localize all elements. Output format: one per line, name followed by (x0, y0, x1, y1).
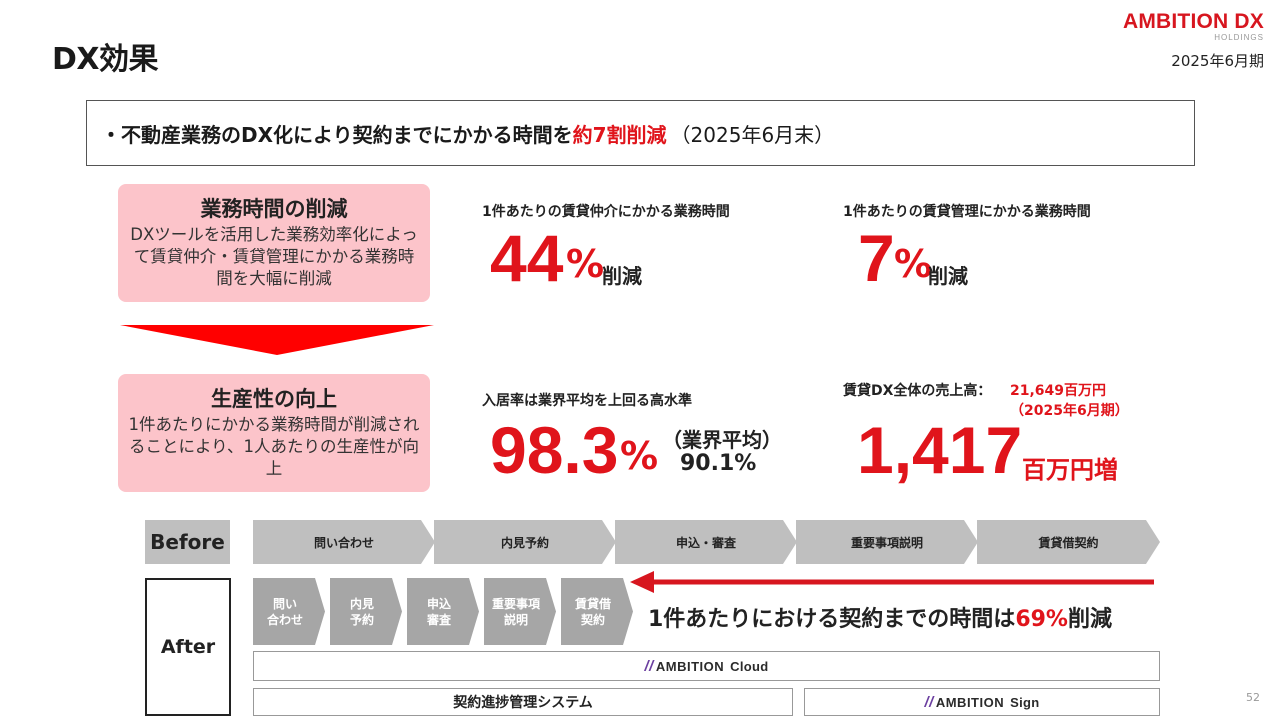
metric-brokerage-unit: % (566, 242, 605, 286)
metric-brokerage-suffix: 削減 (602, 264, 642, 288)
benefit-text: 1件あたりにかかる業務時間が削減されることにより、1人あたりの生産性が向上 (128, 415, 420, 478)
metric-management-suffix: 削減 (928, 264, 968, 288)
ambition-mark-icon: // (924, 693, 934, 711)
ambition-cloud-logo: // AMBITION Cloud (644, 657, 769, 675)
logo-sub-text: HOLDINGS (1214, 33, 1264, 42)
after-step-inquiry: 問い 合わせ (253, 578, 325, 645)
after-result-text: 1件あたりにおける契約までの時間は69%削減 (648, 607, 1112, 632)
benefit-title: 業務時間の削減 (200, 197, 348, 221)
metric-sales-value: 1,417 (857, 413, 1023, 487)
after-step-contract: 賃貸借 契約 (561, 578, 633, 645)
page-title: DX効果 (52, 42, 159, 77)
benefit-box-productivity: 生産性の向上 1件あたりにかかる業務時間が削減されることにより、1人あたりの生産… (118, 374, 430, 492)
left-arrow-icon (630, 571, 1154, 593)
metric-management-unit: % (894, 242, 933, 286)
page-number: 52 (1246, 691, 1260, 704)
logo-main-text: AMBITION DX (1122, 10, 1264, 33)
summary-box: ・不動産業務のDX化により契約までにかかる時間を 約7割削減 （2025年6月末） (86, 100, 1195, 166)
ambition-sign-bar: // AMBITION Sign (804, 688, 1160, 716)
fiscal-period: 2025年6月期 (1171, 52, 1264, 70)
after-step-viewing: 内見 予約 (330, 578, 402, 645)
before-tag: Before (145, 520, 230, 564)
down-arrow-icon (120, 325, 434, 355)
ambition-mark-icon: // (644, 657, 654, 675)
benefit-text: DXツールを活用した業務効率化によって賃貸仲介・賃貸管理にかかる業務時間を大幅に… (130, 225, 418, 288)
metric-management-value: 7 (858, 221, 895, 295)
industry-average-value: 90.1% (680, 451, 757, 476)
after-tag: After (145, 578, 231, 716)
metric-occupancy-value: 98.3 (490, 413, 619, 487)
before-step-explanation: 重要事項説明 (796, 520, 978, 564)
metric-brokerage-label: 1件あたりの賃貸仲介にかかる業務時間 (482, 204, 730, 220)
summary-note: （2025年6月末） (670, 122, 835, 147)
metric-sales-total: 21,649百万円 (1010, 383, 1107, 399)
before-step-contract: 賃貸借契約 (977, 520, 1160, 564)
company-logo: AMBITION DX HOLDINGS (1123, 10, 1264, 42)
summary-prefix: ・不動産業務のDX化により契約までにかかる時間を (101, 122, 573, 147)
metric-management-label: 1件あたりの賃貸管理にかかる業務時間 (843, 204, 1091, 220)
after-step-explanation: 重要事項 説明 (484, 578, 556, 645)
ambition-cloud-bar: // AMBITION Cloud (253, 651, 1160, 681)
contract-progress-system: 契約進捗管理システム (253, 688, 793, 716)
benefit-title: 生産性の向上 (211, 387, 337, 411)
metric-sales-label: 賃貸DX全体の売上高： (843, 383, 992, 399)
ambition-sign-logo: // AMBITION Sign (924, 693, 1040, 711)
metric-sales-suffix: 百万円増 (1022, 456, 1118, 484)
metric-brokerage-value: 44 (490, 221, 564, 295)
before-step-application: 申込・審査 (615, 520, 797, 564)
metric-sales-period: （2025年6月期） (1010, 403, 1129, 419)
metric-occupancy-label: 入居率は業界平均を上回る高水準 (482, 393, 692, 409)
before-step-inquiry: 問い合わせ (253, 520, 435, 564)
metric-occupancy-unit: % (620, 434, 659, 478)
before-step-viewing: 内見予約 (434, 520, 616, 564)
summary-highlight: 約7割削減 (572, 122, 667, 147)
after-step-application: 申込 審査 (407, 578, 479, 645)
benefit-box-time-reduction: 業務時間の削減 DXツールを活用した業務効率化によって賃貸仲介・賃貸管理にかかる… (118, 184, 430, 302)
industry-average-label: （業界平均） (662, 428, 782, 452)
